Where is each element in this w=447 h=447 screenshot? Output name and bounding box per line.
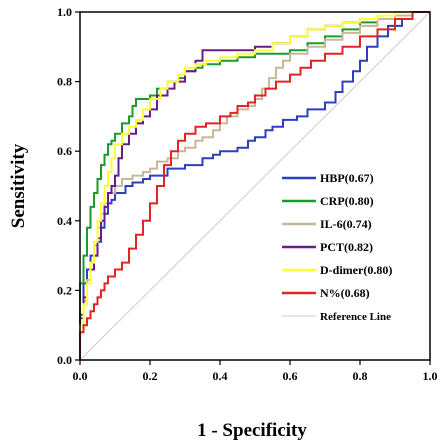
series-layer — [79, 11, 431, 361]
x-tick-label: 0.0 — [73, 369, 88, 383]
legend-label-il-6-0-74: IL-6(0.74) — [320, 217, 372, 231]
x-tick-label: 0.6 — [283, 369, 298, 383]
series-line-hbp-0-67 — [79, 11, 430, 360]
y-tick-label: 0.0 — [57, 353, 72, 367]
y-axis-title: Sensitivity — [8, 143, 29, 228]
axes-layer — [79, 11, 431, 361]
legend-label-d-dimer-0-80: D-dimer(0.80) — [320, 263, 392, 277]
x-tick-label: 1.0 — [423, 369, 438, 383]
legend: HBP(0.67) CRP(0.80) IL-6(0.74) PCT(0.82) D-d… — [282, 171, 392, 323]
x-tick-label: 0.4 — [213, 369, 228, 383]
legend-label-hbp-0-67: HBP(0.67) — [320, 171, 374, 185]
legend-label-crp-0-80: CRP(0.80) — [320, 194, 374, 208]
x-tick-label: 0.8 — [353, 369, 368, 383]
y-tick-label: 1.0 — [57, 5, 72, 19]
series-line-reference-line — [79, 11, 431, 361]
series-line-n-0-68 — [79, 11, 430, 360]
series-line-d-dimer-0-80 — [79, 11, 430, 360]
y-tick-label: 0.8 — [57, 75, 72, 89]
y-tick-label: 0.2 — [57, 283, 72, 297]
y-tick-label: 0.6 — [57, 144, 72, 158]
legend-label-pct-0-82: PCT(0.82) — [320, 240, 373, 254]
x-axis-title: 1 - Specificity — [197, 420, 307, 441]
legend-label-n-0-68: N%(0.68) — [320, 286, 370, 300]
ticks-layer: 0.0 0.2 0.4 0.6 0.8 1.0 0.0 0.2 0.4 0.6 0.8 1.0 — [57, 5, 438, 383]
y-tick-label: 0.4 — [57, 214, 72, 228]
legend-label-reference-line: Reference Line — [320, 311, 391, 323]
x-tick-label: 0.2 — [143, 369, 158, 383]
plot-frame — [79, 11, 431, 361]
